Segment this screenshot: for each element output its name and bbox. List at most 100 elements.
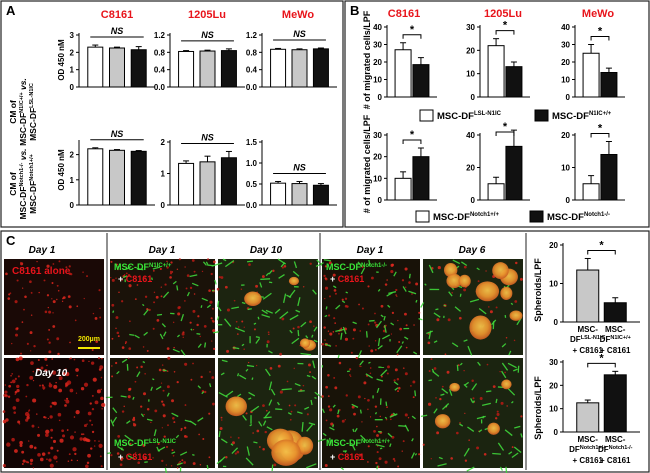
spheroid [509,310,523,321]
significance-star: * [598,123,603,135]
red-cell [332,273,336,277]
green-cell [383,325,387,333]
red-cell [144,295,148,298]
green-cell [476,415,486,420]
red-cell [395,294,397,296]
red-cell [176,380,179,384]
red-cell [121,346,125,349]
red-cell [439,397,442,401]
y-tick-label: 0 [566,93,571,102]
red-cell [196,323,199,327]
red-cell [288,404,291,407]
green-cell [359,360,364,366]
red-cell [321,342,325,346]
red-cell [178,258,181,261]
red-cell [397,465,400,468]
significance-bracket [402,139,422,144]
red-cell [165,464,167,466]
red-cell [136,284,139,286]
green-cell [268,350,273,354]
c-day1-label-d: Day 1 [357,245,384,256]
red-cell [277,364,281,368]
svg-text:MSC-DFN1IC+/+ vs.: MSC-DFN1IC+/+ vs. [18,78,28,146]
red-cell [39,384,42,387]
red-cell [394,460,396,462]
green-cell [332,404,336,408]
red-cell [158,368,162,372]
green-cell [258,421,263,427]
y-tick-label: 1 [70,176,75,185]
red-cell [208,289,211,292]
red-cell [61,429,65,433]
red-cell [189,321,192,324]
y-tick-label: 0.5 [246,180,258,189]
red-cell [212,329,216,333]
green-cell [268,270,273,275]
red-cell [220,276,224,279]
red-cell [9,292,12,294]
red-cell [94,317,98,320]
red-cell [456,431,459,435]
red-cell [37,358,40,362]
red-cell [91,430,95,434]
red-cell [152,457,154,459]
red-cell [495,417,498,420]
red-cell [370,276,374,280]
green-cell [482,415,485,419]
red-cell [23,308,25,311]
red-cell [447,318,451,322]
red-cell [37,426,40,429]
red-cell [117,335,120,338]
red-cell [169,276,172,279]
red-cell [125,341,128,344]
green-cell [297,297,301,307]
red-cell [82,437,87,442]
red-cell [324,265,327,268]
red-cell [430,358,433,361]
red-cell [309,320,312,324]
x-category-label: MSC- [578,435,599,444]
red-cell [397,319,399,322]
red-cell [189,286,193,290]
green-cell [452,259,461,265]
green-cell [389,443,392,448]
red-cell [338,409,341,411]
green-cell [124,434,131,441]
green-cell [259,282,263,288]
red-cell [32,398,37,403]
b-legend1-b: MSC-DF [552,111,589,122]
bar [600,154,618,201]
red-cell [172,321,175,324]
bar [109,47,125,88]
green-cell [176,285,179,291]
green-cell [166,392,170,397]
red-cell [329,295,331,298]
red-cell [42,386,46,390]
green-cell [162,291,170,299]
red-cell [161,400,164,403]
red-cell [184,266,186,268]
y-tick-label: 0 [554,428,559,437]
panel-a-letter: A [6,3,16,18]
spheroid [458,274,471,288]
micrograph-c8161-day10 [2,356,106,469]
red-cell [373,429,376,433]
red-cell [163,435,166,438]
green-cell [411,415,416,420]
red-cell [61,300,64,303]
red-cell [25,460,28,464]
red-cell [111,303,115,307]
red-cell [179,460,181,463]
green-cell [221,359,228,363]
red-cell [226,308,231,312]
green-cell [161,323,166,328]
red-cell [146,408,150,411]
red-cell [17,375,20,378]
green-cell [293,261,298,269]
red-cell [488,306,490,308]
bar [199,50,216,88]
x-category-label: DFN1IC+/+ [600,335,631,344]
green-cell [368,259,371,266]
green-cell [379,447,383,450]
red-cell [444,353,447,356]
